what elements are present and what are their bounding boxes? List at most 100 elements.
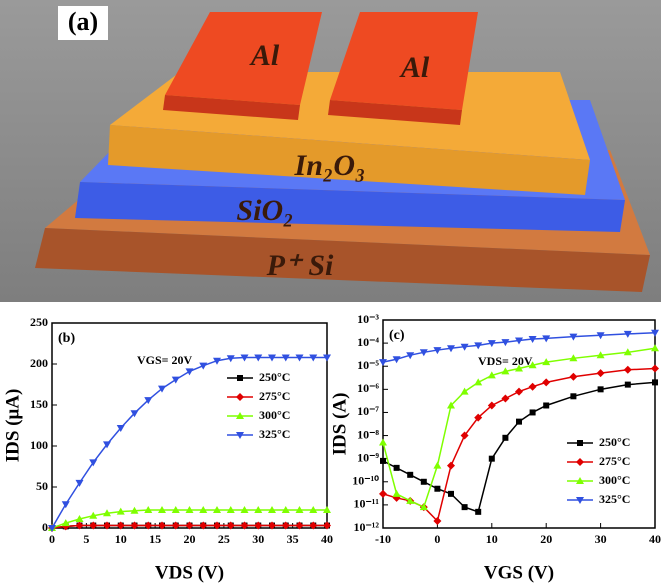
marker [254, 354, 263, 362]
marker [89, 459, 98, 467]
marker [528, 336, 537, 344]
marker [61, 519, 70, 527]
marker [158, 385, 166, 393]
marker [487, 340, 496, 348]
y-tick-label: 10⁻⁸ [357, 427, 379, 441]
marker [213, 521, 221, 530]
x-tick-label: 5 [83, 532, 89, 546]
marker [433, 461, 442, 469]
legend-label: 300°C [259, 408, 290, 422]
marker [61, 501, 70, 509]
legend-marker [236, 432, 244, 439]
layer-label: P⁺ Si [266, 249, 334, 282]
marker [474, 378, 483, 386]
marker [199, 362, 208, 370]
marker [529, 409, 536, 416]
x-tick-label: 10 [486, 532, 498, 546]
al-front [328, 100, 462, 125]
marker [542, 335, 551, 343]
legend-marker [576, 477, 584, 484]
marker [420, 478, 427, 485]
x-tick-label: 15 [149, 532, 161, 546]
marker [515, 337, 523, 345]
sio2-front [75, 182, 625, 232]
marker [103, 509, 111, 517]
x-axis-label: VGS (V) [484, 562, 554, 583]
marker [447, 401, 455, 409]
marker [475, 508, 482, 515]
marker [392, 356, 401, 364]
marker [569, 372, 578, 381]
marker [623, 348, 632, 356]
legend-label: 275°C [599, 454, 630, 468]
y-tick-label: 10⁻⁵ [357, 358, 379, 372]
marker [226, 521, 235, 530]
marker [501, 339, 510, 347]
legend-label: 325°C [599, 492, 630, 506]
marker [185, 368, 194, 376]
marker [379, 489, 387, 498]
marker [323, 354, 331, 362]
legend-label: 325°C [259, 427, 290, 441]
marker [596, 351, 605, 359]
marker [309, 505, 318, 513]
legend-marker [237, 375, 243, 381]
marker [419, 503, 428, 511]
marker [460, 343, 469, 351]
marker [130, 506, 139, 514]
legend-marker [576, 458, 584, 466]
marker [309, 521, 318, 530]
al-top [330, 12, 478, 110]
x-tick-label: 25 [218, 532, 230, 546]
layer-label: Al [399, 51, 430, 84]
marker [651, 364, 659, 373]
marker [528, 361, 537, 369]
marker [158, 505, 166, 513]
marker [392, 489, 401, 497]
marker [213, 357, 221, 365]
marker [501, 394, 510, 403]
marker [295, 521, 304, 530]
marker [240, 354, 249, 362]
panel-label: (c) [389, 328, 405, 343]
y-tick-label: 10⁻⁶ [357, 381, 379, 395]
marker [501, 367, 510, 375]
marker [597, 386, 604, 393]
marker [323, 521, 331, 530]
marker [116, 521, 125, 530]
marker [460, 387, 469, 395]
marker [487, 371, 496, 379]
legend-marker [236, 393, 244, 401]
marker [171, 376, 180, 384]
marker [103, 441, 111, 449]
legend-label: 250°C [259, 370, 290, 384]
marker [103, 521, 111, 530]
marker [75, 521, 84, 530]
y-tick-label: 10⁻¹¹ [353, 497, 379, 511]
marker [623, 330, 632, 338]
marker [75, 514, 84, 522]
panel-label-box [58, 6, 108, 40]
marker [281, 354, 290, 362]
x-tick-label: 40 [649, 532, 661, 546]
legend-marker [576, 497, 584, 504]
marker [268, 521, 276, 530]
marker [254, 521, 263, 530]
y-tick-label: 10⁻¹² [353, 520, 379, 534]
marker [185, 521, 194, 530]
y-tick-label: 10⁻⁹ [357, 450, 379, 464]
marker [199, 521, 208, 530]
marker [144, 505, 153, 513]
marker [268, 505, 276, 513]
marker [281, 505, 290, 513]
panel-label: (a) [68, 7, 98, 36]
y-tick-label: 10⁻⁷ [357, 404, 379, 418]
marker [226, 505, 235, 513]
x-tick-label: 0 [49, 532, 55, 546]
marker [515, 364, 523, 372]
marker [393, 464, 400, 471]
al-front [163, 95, 300, 120]
plot-frame [382, 319, 656, 529]
x-tick-label: 10 [115, 532, 127, 546]
